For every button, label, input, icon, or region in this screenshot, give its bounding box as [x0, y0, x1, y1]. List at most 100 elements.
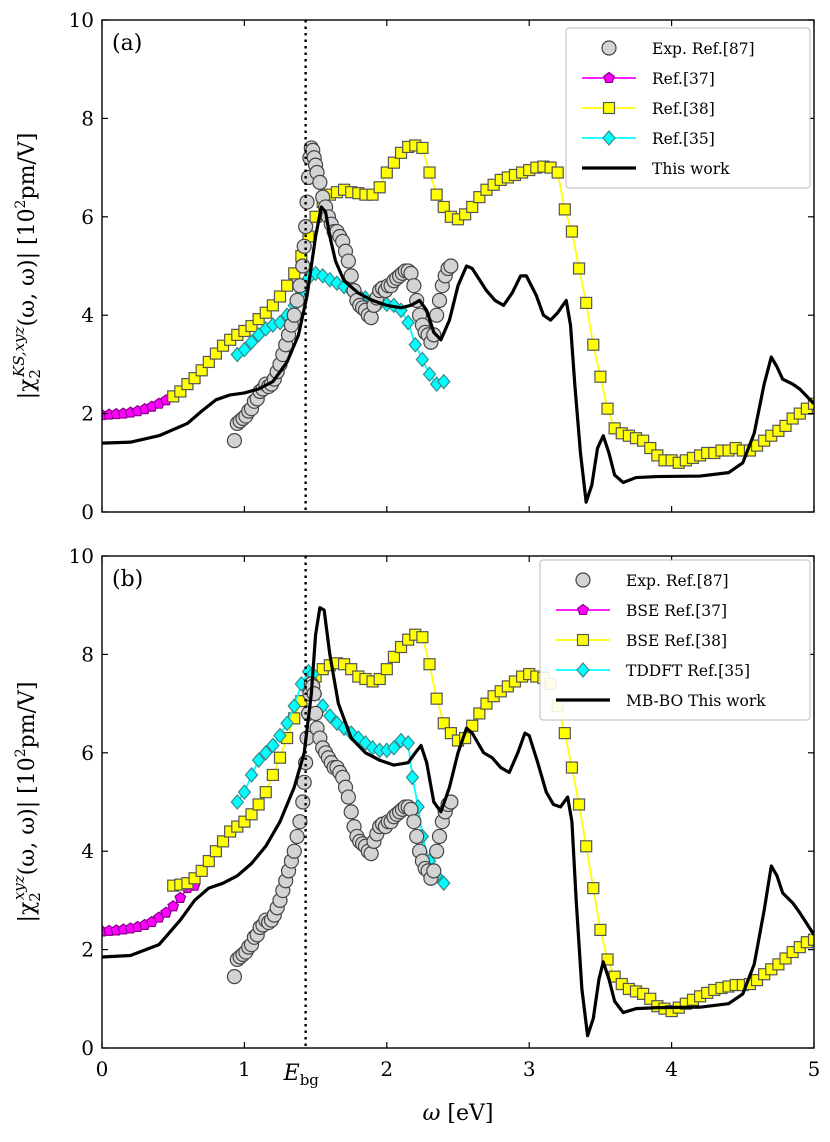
- data-point-ref38: [345, 663, 358, 676]
- data-point-ref38: [430, 188, 443, 201]
- legend-label: Ref.[37]: [652, 70, 715, 88]
- panel-label: (b): [112, 567, 143, 592]
- y-tick-label: 8: [81, 642, 94, 666]
- data-point-ref38: [807, 397, 814, 410]
- y-label-sub: 2: [26, 892, 44, 902]
- data-point-exp: [431, 828, 448, 845]
- series-thiswork: [102, 205, 814, 504]
- data-point-ref35: [273, 727, 287, 744]
- data-point-ref38: [466, 200, 479, 214]
- data-point-ref35: [287, 698, 302, 714]
- data-point-ref38: [380, 663, 393, 676]
- y-label-sup: KS,xyz: [10, 326, 28, 378]
- y-axis-label: |χ2KS,xyz(ω, ω)| [102pm/V]: [10, 133, 44, 400]
- data-point-ref38: [473, 707, 486, 720]
- data-point-exp: [429, 843, 445, 859]
- y-tick-label: 4: [81, 839, 94, 863]
- x-tick-label: 1: [238, 1057, 251, 1081]
- data-point-ref38: [366, 188, 379, 201]
- data-point-ref38: [644, 992, 657, 1005]
- data-point-exp: [443, 258, 459, 274]
- data-point-ref35: [401, 314, 415, 331]
- data-point-ref38: [209, 845, 223, 858]
- data-point-ref38: [202, 355, 215, 369]
- y-tick-label: 2: [81, 938, 94, 962]
- legend-entry: Ref.[38]: [582, 100, 715, 118]
- data-point-exp: [289, 828, 305, 845]
- data-point-ref38: [430, 692, 443, 705]
- y-label-sup: xyz: [10, 875, 28, 900]
- legend-marker: [601, 40, 617, 56]
- y-tick-label: 8: [81, 106, 94, 130]
- series-line-thiswork: [102, 606, 814, 1038]
- series-ref38: [167, 139, 814, 469]
- legend-marker: [602, 101, 616, 115]
- data-point-exp: [298, 219, 314, 235]
- data-point-exp: [343, 268, 359, 284]
- legend: Exp. Ref.[87] Ref.[37] Ref.[38] Ref.[35] Thi…: [565, 27, 811, 189]
- data-point-exp: [363, 846, 379, 862]
- data-point-exp: [299, 194, 315, 210]
- data-point-exp: [295, 794, 311, 810]
- data-point-ref38: [266, 299, 279, 312]
- data-point-exp: [286, 843, 302, 859]
- ebg-label: Ebg: [283, 1061, 320, 1089]
- y-tick-label: 10: [69, 8, 94, 32]
- legend-entry: Exp. Ref.[87]: [575, 572, 729, 590]
- legend-entry: BSE Ref.[37]: [556, 602, 727, 620]
- data-point-exp: [431, 292, 448, 309]
- ebg-symbol: E: [283, 1061, 300, 1086]
- axes-frame: [101, 555, 815, 1049]
- data-point-exp: [296, 774, 312, 790]
- data-point-ref35: [422, 366, 437, 383]
- data-point-ref37: [174, 891, 187, 903]
- data-point-ref38: [594, 923, 607, 937]
- legend-label: MB-BO This work: [626, 692, 766, 710]
- data-point-ref38: [565, 761, 579, 774]
- data-point-ref38: [216, 835, 230, 848]
- legend-marker: [575, 572, 591, 588]
- legend-label: Exp. Ref.[87]: [626, 572, 729, 590]
- y-label-rest: (ω, ω)| [10: [15, 757, 40, 875]
- data-point-ref38: [281, 279, 294, 292]
- plot-area: [102, 139, 814, 504]
- y-tick-label: 10: [69, 544, 94, 568]
- data-point-ref38: [273, 290, 287, 303]
- series-line-thiswork: [102, 205, 814, 504]
- data-point-ref35: [244, 767, 259, 783]
- y-tick-label: 2: [81, 402, 94, 426]
- data-point-ref38: [558, 203, 571, 216]
- legend-box: [565, 27, 811, 189]
- legend-marker: [576, 662, 590, 678]
- y-label-sub: 2: [26, 369, 44, 379]
- data-point-ref35: [237, 341, 252, 358]
- data-point-ref38: [444, 727, 457, 740]
- data-point-ref38: [580, 296, 593, 309]
- y-label-rest: (ω, ω)| [10: [15, 208, 40, 326]
- y-tick-label: 4: [81, 303, 94, 327]
- data-point-exp: [403, 265, 419, 281]
- data-point-ref38: [174, 385, 187, 398]
- data-point-ref35: [251, 752, 266, 769]
- data-point-ref38: [373, 181, 386, 194]
- data-point-exp: [296, 238, 312, 254]
- data-point-ref38: [288, 267, 301, 280]
- data-point-ref35: [401, 735, 415, 751]
- legend: Exp. Ref.[87] BSE Ref.[37] BSE Ref.[38] TDD…: [539, 559, 811, 721]
- data-point-ref35: [408, 336, 423, 353]
- data-point-ref35: [387, 739, 401, 756]
- x-label-symbol: ω: [422, 1101, 440, 1126]
- data-point-ref38: [594, 370, 607, 383]
- data-point-ref38: [565, 225, 579, 238]
- data-point-exp: [289, 292, 305, 309]
- data-point-ref38: [252, 798, 265, 811]
- legend-marker: [602, 130, 616, 146]
- data-point-ref38: [202, 854, 215, 868]
- legend-marker: [576, 633, 590, 647]
- data-point-ref35: [436, 875, 451, 892]
- data-point-ref38: [572, 798, 586, 811]
- data-point-ref38: [779, 952, 792, 965]
- data-point-ref38: [188, 372, 201, 385]
- data-point-ref38: [259, 786, 272, 799]
